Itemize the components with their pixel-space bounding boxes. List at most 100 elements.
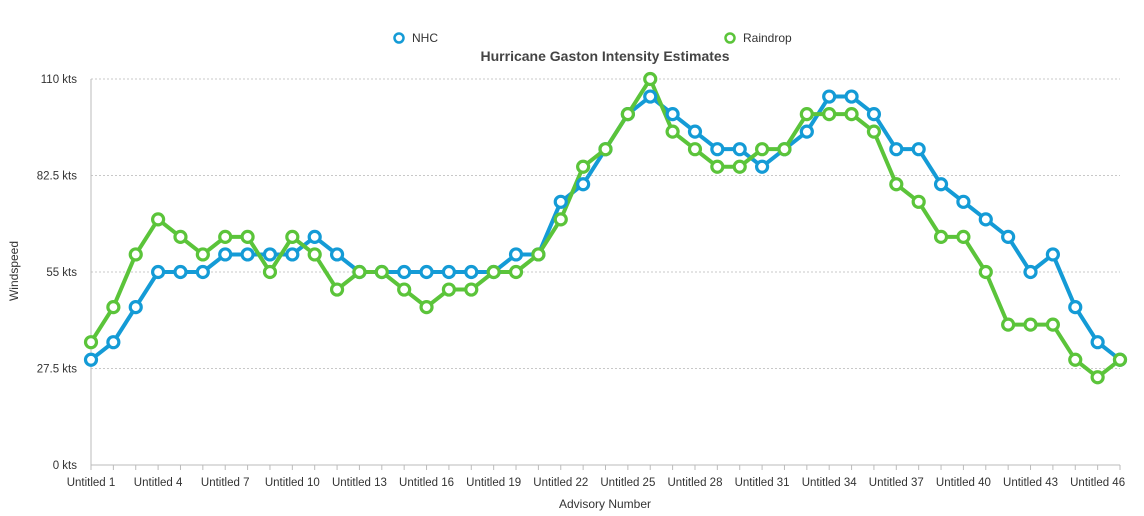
data-point-raindrop: [1090, 370, 1105, 385]
data-point-nhc: [844, 89, 859, 104]
data-point-raindrop: [374, 264, 389, 280]
data-point-nhc: [151, 264, 166, 280]
data-point-raindrop: [397, 282, 412, 297]
data-point-raindrop: [1112, 352, 1128, 367]
data-point-nhc: [643, 89, 658, 104]
data-point-nhc: [866, 106, 882, 122]
data-point-nhc: [576, 177, 591, 192]
x-tick-label: Untitled 16: [399, 477, 454, 489]
data-point-raindrop: [151, 212, 166, 227]
data-point-nhc: [128, 299, 143, 315]
legend-marker-raindrop: [724, 32, 736, 44]
data-point-nhc: [262, 247, 278, 262]
data-point-raindrop: [844, 106, 859, 122]
data-point-raindrop: [307, 247, 322, 262]
series-markers: [83, 71, 1128, 385]
data-point-raindrop: [285, 229, 300, 245]
series-lines: [89, 77, 1122, 380]
x-tick-label: Untitled 19: [466, 477, 521, 489]
x-tick-label: Untitled 4: [134, 477, 183, 489]
data-point-raindrop: [777, 142, 792, 157]
y-tick-label: 55 kts: [46, 267, 77, 279]
data-point-nhc: [1068, 299, 1083, 315]
data-point-nhc: [732, 142, 747, 157]
series-layer: [83, 71, 1128, 385]
data-point-raindrop: [195, 247, 210, 262]
y-tick-label: 27.5 kts: [37, 364, 78, 376]
data-point-raindrop: [419, 299, 434, 315]
data-point-nhc: [285, 247, 300, 262]
data-point-nhc: [173, 264, 188, 280]
data-point-raindrop: [464, 282, 479, 297]
y-tick-label: 0 kts: [53, 460, 78, 472]
data-point-raindrop: [576, 159, 591, 174]
data-point-raindrop: [956, 229, 971, 245]
data-point-raindrop: [620, 106, 635, 122]
x-tick-label: Untitled 10: [265, 477, 320, 489]
data-point-nhc: [218, 247, 233, 262]
data-point-nhc: [307, 229, 322, 245]
data-point-raindrop: [1068, 352, 1083, 367]
data-point-raindrop: [911, 194, 926, 209]
x-axis-title: Advisory Number: [559, 497, 651, 511]
data-point-nhc: [754, 159, 770, 174]
data-point-nhc: [978, 212, 993, 227]
data-point-raindrop: [508, 264, 524, 280]
x-tick-label: Untitled 40: [936, 477, 991, 489]
data-point-nhc: [822, 89, 837, 104]
x-tick-label: Untitled 1: [67, 477, 116, 489]
data-point-raindrop: [866, 124, 882, 139]
x-tick-label: Untitled 31: [735, 477, 790, 489]
gridlines: [91, 78, 1120, 369]
data-point-raindrop: [799, 106, 814, 122]
y-axis-title: Windspeed: [7, 241, 21, 301]
legend-item-nhc[interactable]: NHC: [393, 31, 439, 45]
legend-item-raindrop[interactable]: Raindrop: [724, 31, 793, 45]
data-point-raindrop: [553, 212, 568, 227]
data-point-raindrop: [240, 229, 255, 245]
data-point-raindrop: [173, 229, 188, 245]
legend[interactable]: NHC Raindrop: [393, 31, 793, 45]
data-point-raindrop: [218, 229, 233, 245]
x-tick-label: Untitled 13: [332, 477, 387, 489]
data-point-raindrop: [822, 106, 837, 122]
data-point-raindrop: [128, 247, 143, 262]
series-points-nhc: [83, 89, 1128, 367]
x-tick-label: Untitled 7: [201, 477, 250, 489]
data-point-raindrop: [262, 264, 278, 280]
data-point-nhc: [464, 264, 479, 280]
data-point-raindrop: [329, 282, 345, 297]
data-point-raindrop: [1001, 317, 1016, 332]
data-point-nhc: [419, 264, 434, 280]
data-point-nhc: [889, 142, 904, 157]
legend-label-raindrop: Raindrop: [743, 31, 792, 45]
data-point-raindrop: [1045, 317, 1060, 332]
data-point-raindrop: [598, 142, 613, 157]
x-tick-label: Untitled 22: [533, 477, 588, 489]
legend-marker-nhc: [393, 32, 405, 44]
legend-label-nhc: NHC: [412, 31, 438, 45]
x-tick-label: Untitled 25: [600, 477, 655, 489]
series-line-raindrop: [89, 77, 1122, 380]
data-point-nhc: [956, 194, 971, 209]
data-point-raindrop: [754, 142, 770, 157]
data-point-raindrop: [486, 264, 501, 280]
series-points-raindrop: [83, 71, 1128, 385]
data-point-raindrop: [687, 142, 703, 157]
series-line-nhc: [89, 94, 1122, 362]
data-point-raindrop: [933, 229, 949, 245]
data-point-raindrop: [106, 299, 121, 315]
data-point-nhc: [1090, 335, 1105, 350]
data-point-nhc: [553, 194, 568, 209]
y-axis: 0 kts 27.5 kts 55 kts 82.5 kts 110 kts: [37, 74, 92, 472]
chart-title: Hurricane Gaston Intensity Estimates: [481, 48, 730, 64]
data-point-raindrop: [978, 264, 993, 280]
data-point-nhc: [665, 106, 680, 122]
data-point-raindrop: [441, 282, 457, 297]
data-point-raindrop: [710, 159, 725, 174]
x-tick-label: Untitled 37: [869, 477, 924, 489]
data-point-raindrop: [889, 177, 904, 192]
data-point-raindrop: [1023, 317, 1038, 332]
data-point-nhc: [1001, 229, 1016, 245]
